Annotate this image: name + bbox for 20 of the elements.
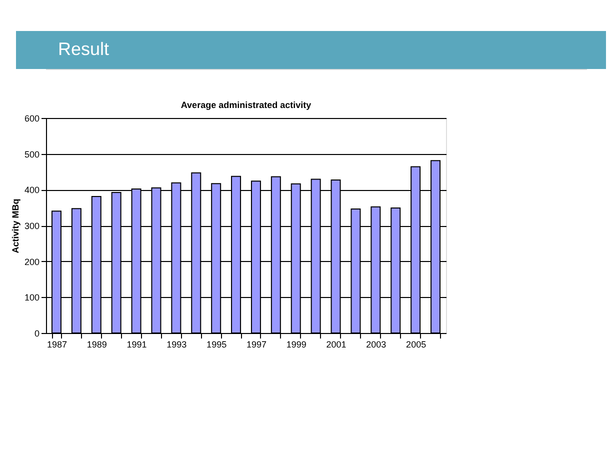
y-tick-label: 200 (24, 256, 40, 267)
x-tick-label: 1999 (286, 340, 306, 350)
x-tick-label: 2003 (366, 340, 386, 350)
text: Result (58, 39, 110, 59)
x-tick-label: 1989 (86, 340, 107, 350)
y-tick-label: 0 (34, 328, 40, 338)
y-axis-title: Activity MBq (10, 198, 20, 254)
x-tick-label: 1995 (206, 340, 227, 350)
y-tick-label: 300 (24, 221, 40, 231)
y-tick-label: 600 (24, 114, 40, 124)
x-tick-label: 2001 (326, 340, 346, 350)
x-tick-label: 1997 (246, 340, 266, 350)
x-tick-label: 2005 (406, 340, 426, 350)
y-tick-label: 400 (24, 185, 40, 196)
y-tick-label: 500 (24, 149, 40, 160)
y-tick-label: 100 (24, 292, 40, 303)
x-tick-label: 1993 (166, 340, 187, 350)
x-tick-label: 1991 (126, 340, 147, 350)
chart-title: Average administrated activity (180, 100, 312, 110)
x-tick-label: 1987 (46, 340, 67, 350)
